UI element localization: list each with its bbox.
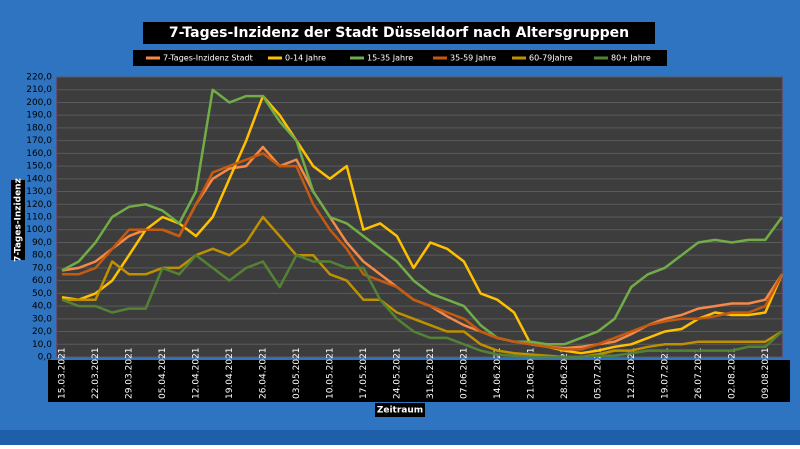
x-tick-label: 17.05.2021 <box>359 347 369 399</box>
legend-label: 0-14 Jahre <box>285 54 326 63</box>
y-tick-label: 80,0 <box>32 251 52 261</box>
y-tick-label: 130,0 <box>26 187 52 197</box>
y-tick-label: 220,0 <box>26 73 52 83</box>
y-tick-label: 150,0 <box>26 162 52 172</box>
title-box <box>143 22 655 44</box>
series-line <box>61 88 784 346</box>
x-tick-label: 28.06.2021 <box>560 347 570 399</box>
x-label-band <box>48 360 790 402</box>
x-title-box <box>375 403 425 417</box>
y-tick-label: 160,0 <box>26 149 52 159</box>
x-tick-label: 31.05.2021 <box>426 347 436 399</box>
y-tick-label: 200,0 <box>26 98 52 108</box>
x-tick-label: 26.04.2021 <box>258 347 268 399</box>
y-tick-label: 90,0 <box>32 238 52 248</box>
series-line <box>62 152 784 351</box>
x-tick-label: 29.03.2021 <box>124 347 134 399</box>
y-tick-label: 170,0 <box>26 136 52 146</box>
legend-label: 15-35 Jahre <box>367 54 413 63</box>
y-tick-label: 30,0 <box>32 314 52 324</box>
y-tick-label: 60,0 <box>32 276 52 286</box>
x-tick-label: 05.04.2021 <box>158 347 168 399</box>
legend-label: 7-Tages-Inzidenz Stadt <box>163 54 253 63</box>
x-tick-label: 22.03.2021 <box>91 347 101 399</box>
legend-label: 35-59 Jahre <box>450 54 496 63</box>
y-tick-label: 180,0 <box>26 123 52 133</box>
y-title-box <box>11 180 25 260</box>
x-tick-label: 15.03.2021 <box>58 347 68 399</box>
chart-title: 7-Tages-Inzidenz der Stadt Düsseldorf na… <box>169 25 629 41</box>
x-tick-label: 19.04.2021 <box>225 347 235 399</box>
y-tick-label: 110,0 <box>26 213 52 223</box>
series-line <box>61 94 784 355</box>
y-tick-label: 210,0 <box>26 85 52 95</box>
y-tick-label: 100,0 <box>26 225 52 235</box>
bottom-band <box>0 430 800 445</box>
x-tick-label: 12.07.2021 <box>627 347 637 399</box>
series-line <box>62 215 783 359</box>
y-tick-label: 10,0 <box>32 340 52 350</box>
legend-label: 80+ Jahre <box>611 54 651 63</box>
legend-box <box>133 50 667 66</box>
x-tick-label: 05.07.2021 <box>593 347 603 399</box>
x-tick-label: 10.05.2021 <box>325 347 335 399</box>
x-tick-label: 26.07.2021 <box>694 347 704 399</box>
legend-label: 60-79Jahre <box>529 54 573 63</box>
y-tick-label: 120,0 <box>26 200 52 210</box>
y-tick-label: 0,0 <box>38 353 53 363</box>
series-line <box>61 253 783 359</box>
y-tick-label: 50,0 <box>32 289 52 299</box>
x-tick-label: 07.06.2021 <box>459 347 469 399</box>
y-tick-label: 40,0 <box>32 302 52 312</box>
x-tick-label: 24.05.2021 <box>392 347 402 399</box>
x-tick-label: 21.06.2021 <box>526 347 536 399</box>
x-tick-label: 12.04.2021 <box>191 347 201 399</box>
y-tick-label: 20,0 <box>32 327 52 337</box>
x-tick-label: 14.06.2021 <box>493 347 503 399</box>
x-tick-label: 19.07.2021 <box>660 347 670 399</box>
x-tick-label: 03.05.2021 <box>292 347 302 399</box>
x-tick-label: 02.08.2021 <box>727 347 737 399</box>
y-tick-label: 140,0 <box>26 174 52 184</box>
x-axis-title: Zeitraum <box>377 406 423 416</box>
y-axis-title: 7-Tages-Inzidenz <box>14 178 24 262</box>
y-tick-label: 190,0 <box>26 111 52 121</box>
y-tick-label: 70,0 <box>32 263 52 273</box>
x-tick-label: 09.08.2021 <box>761 347 771 399</box>
